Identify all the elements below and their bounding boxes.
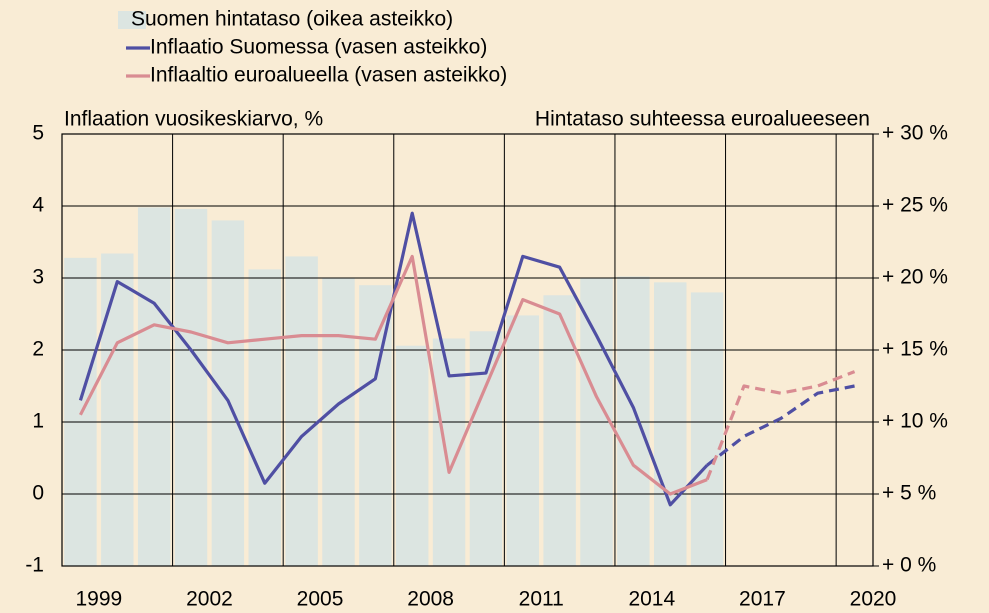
x-tick-label: 2017 (739, 588, 786, 611)
y-tick-label: 4 (32, 194, 44, 217)
x-tick-label: 2014 (628, 588, 675, 611)
y-tick-label: 0 (32, 482, 44, 505)
bar (506, 315, 540, 566)
bar (395, 345, 429, 566)
y-tick-label: 5 (32, 122, 44, 145)
legend-label: Inflaaltio euroalueella (vasen asteikko) (150, 64, 507, 87)
y2-tick-label: + 5 % (882, 482, 936, 505)
y2-tick-label: + 20 % (882, 266, 948, 289)
bar (174, 208, 208, 566)
y2-tick-label: + 30 % (882, 122, 948, 145)
y-axis-title: Inflaation vuosikeskiarvo, % (64, 108, 323, 131)
legend-label: Suomen hintataso (oikea asteikko) (131, 8, 453, 31)
y2-tick-label: + 10 % (882, 410, 948, 433)
bar (137, 207, 171, 566)
bar (211, 220, 245, 566)
legend-swatch (118, 11, 146, 29)
x-tick-label: 2002 (186, 588, 233, 611)
bar (248, 269, 281, 566)
bar (654, 282, 687, 566)
x-tick-label: 2020 (850, 588, 897, 611)
bar (469, 331, 503, 566)
y-tick-label: 3 (32, 266, 44, 289)
bar (690, 292, 724, 566)
y-tick-label: 1 (32, 410, 44, 433)
y-tick-label: -1 (25, 554, 44, 577)
x-tick-label: 2011 (519, 588, 564, 611)
y2-tick-label: + 0 % (882, 554, 936, 577)
x-tick-label: 1999 (76, 588, 123, 611)
forecast-line (706, 384, 855, 467)
y2-axis-title: Hintataso suhteessa euroalueeseen (535, 108, 870, 131)
y2-tick-label: + 25 % (882, 194, 948, 217)
bar (285, 256, 318, 566)
bar (617, 276, 650, 566)
forecast-line (705, 370, 856, 481)
bar (101, 253, 134, 566)
x-tick-label: 2005 (297, 588, 344, 611)
x-tick-label: 2008 (407, 588, 454, 611)
y2-tick-label: + 15 % (882, 338, 948, 361)
y-tick-label: 2 (32, 338, 44, 361)
line (79, 254, 708, 496)
legend-label: Inflaatio Suomessa (vasen asteikko) (150, 36, 487, 59)
